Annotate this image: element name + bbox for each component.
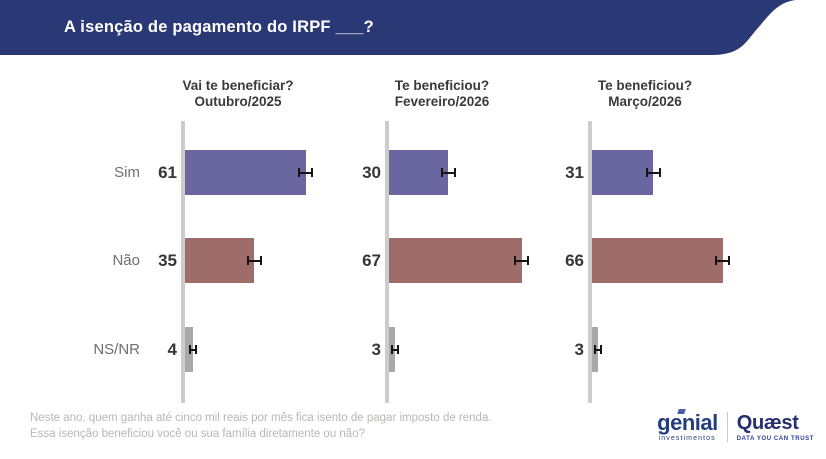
error-bar <box>645 168 661 177</box>
value-label: 61 <box>158 163 177 182</box>
column-header-question: Te beneficiou? <box>394 78 490 93</box>
bar-sim <box>592 150 654 195</box>
error-bar <box>593 345 602 354</box>
error-bar <box>390 345 399 354</box>
note-line-2: Essa isenção beneficiou você ou sua famí… <box>30 428 365 440</box>
quaest-logo: Quæst DATA YOU CAN TRUST <box>737 413 814 442</box>
bar-nao <box>185 238 255 283</box>
quaest-wordmark: Quæst <box>736 411 799 434</box>
column-header-period: Março/2026 <box>608 94 682 109</box>
value-label: 35 <box>158 251 177 270</box>
value-label: 3 <box>574 340 584 359</box>
bar-nao <box>389 238 522 283</box>
axis-line <box>385 121 389 403</box>
genial-logo: genial investimentos <box>657 409 718 442</box>
chart-column-february <box>385 121 615 403</box>
value-label: 3 <box>371 340 381 359</box>
header-bar: A isenção de pagamento do IRPF ___? <box>0 0 826 56</box>
genial-subtitle: investimentos <box>658 435 716 442</box>
error-bar <box>188 345 197 354</box>
value-label: 67 <box>362 251 381 270</box>
row-label-sim: Sim <box>114 164 140 181</box>
chart-column-october <box>181 121 411 403</box>
column-header-period: Outubro/2025 <box>194 94 282 109</box>
note-line-1: Neste ano, quem ganha até cinco mil reai… <box>30 412 492 424</box>
error-bar <box>715 256 731 265</box>
error-bar <box>440 168 456 177</box>
column-header-march: Te beneficiou? Março/2026 <box>545 78 745 110</box>
column-header-period: Fevereiro/2026 <box>394 94 490 109</box>
value-label: 30 <box>362 163 381 182</box>
column-header-october: Vai te beneficiar? Outubro/2025 <box>138 78 338 110</box>
value-label: 31 <box>565 163 584 182</box>
survey-question-note: Neste ano, quem ganha até cinco mil reai… <box>30 410 492 442</box>
logo-area: genial investimentos Quæst DATA YOU CAN … <box>657 409 814 442</box>
error-bar <box>298 168 314 177</box>
bar-sim <box>389 150 449 195</box>
axis-line <box>181 121 185 403</box>
chart-column-march <box>588 121 818 403</box>
column-header-february: Te beneficiou? Fevereiro/2026 <box>342 78 542 110</box>
error-bar <box>514 256 530 265</box>
value-label: 4 <box>167 340 177 359</box>
genial-wordmark: genial <box>657 410 718 435</box>
error-bar <box>246 256 262 265</box>
column-header-question: Te beneficiou? <box>597 78 693 93</box>
value-label: 66 <box>565 251 584 270</box>
row-label-nsnr: NS/NR <box>93 341 140 358</box>
bar-sim <box>185 150 306 195</box>
column-header-question: Vai te beneficiar? <box>182 78 294 93</box>
bar-nao <box>592 238 723 283</box>
header-swoosh <box>0 0 796 55</box>
axis-line <box>588 121 592 403</box>
logo-divider <box>726 412 728 442</box>
page-title: A isenção de pagamento do IRPF ___? <box>64 18 374 36</box>
row-label-nao: Não <box>112 252 140 269</box>
quaest-tagline: DATA YOU CAN TRUST <box>736 435 814 442</box>
